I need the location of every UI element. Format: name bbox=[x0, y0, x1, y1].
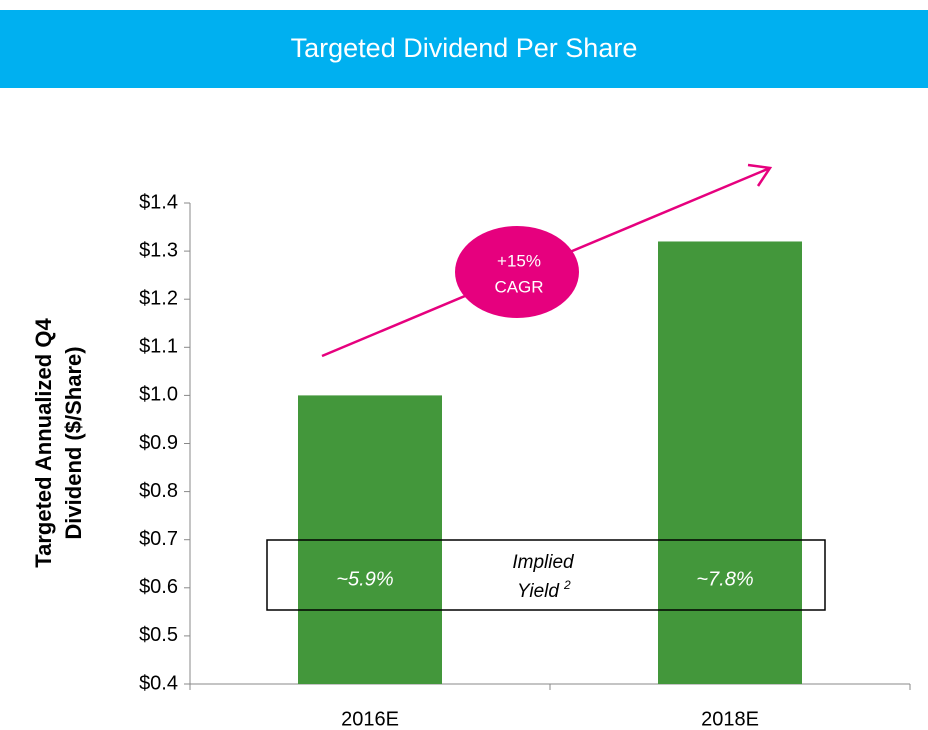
yield-box bbox=[266, 539, 826, 611]
y-tick-label: $1.4 bbox=[139, 191, 178, 213]
chart-title: Targeted Dividend Per Share bbox=[291, 33, 638, 63]
y-tick-label: $0.9 bbox=[139, 432, 178, 454]
y-tick-label: $1.2 bbox=[139, 287, 178, 309]
bar bbox=[658, 241, 802, 685]
cagr-arrow-head bbox=[747, 163, 773, 187]
y-tick-label: $0.4 bbox=[139, 672, 178, 694]
header-band bbox=[0, 10, 928, 88]
x-tick-label: 2016E bbox=[341, 708, 399, 730]
cagr-label: CAGR bbox=[494, 277, 543, 296]
y-tick-label: $0.8 bbox=[139, 480, 178, 502]
yield-title: Yield bbox=[517, 581, 560, 602]
y-axis-label: Dividend ($/Share) bbox=[61, 346, 86, 539]
y-tick-label: $1.3 bbox=[139, 239, 178, 261]
yield-title: Implied bbox=[512, 552, 575, 573]
cagr-label: +15% bbox=[497, 251, 541, 270]
y-tick-label: $0.6 bbox=[139, 576, 178, 598]
yield-value: ~5.9% bbox=[336, 568, 393, 590]
yield-value: ~7.8% bbox=[696, 568, 753, 590]
y-tick-label: $0.7 bbox=[139, 528, 178, 550]
y-tick-label: $1.1 bbox=[139, 336, 178, 358]
y-axis-label: Targeted Annualized Q4 bbox=[31, 318, 56, 568]
y-tick-label: $1.0 bbox=[139, 384, 178, 406]
cagr-bubble bbox=[455, 226, 579, 318]
y-tick-label: $0.5 bbox=[139, 624, 178, 646]
yield-footnote: 2 bbox=[563, 578, 571, 592]
x-tick-label: 2018E bbox=[701, 708, 759, 730]
